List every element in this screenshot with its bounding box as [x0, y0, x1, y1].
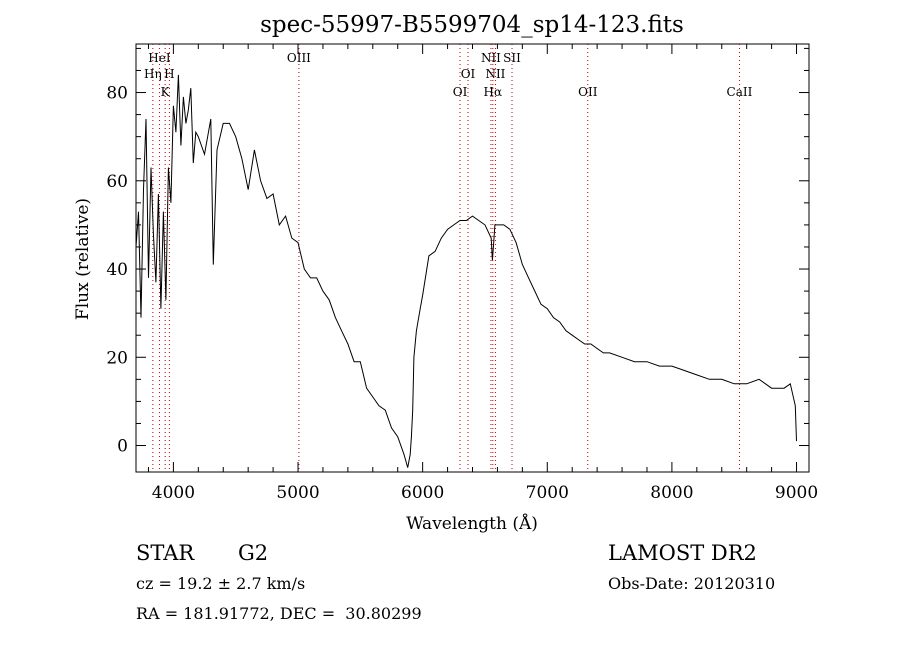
y-tick-label: 60: [106, 172, 128, 192]
x-tick-label: 7000: [526, 483, 569, 503]
obs-date: Obs-Date: 20120310: [608, 574, 776, 593]
line-marker-label: NII: [485, 67, 505, 81]
line-marker-label: SII: [503, 51, 521, 65]
redshift-info: cz = 19.2 ± 2.7 km/s: [136, 574, 306, 593]
plot-axes: 4000 5000 6000 7000 8000 9000 0 20 40 60 80: [106, 43, 818, 503]
x-tick-label: 5000: [276, 483, 319, 503]
line-marker-label: NII: [481, 51, 501, 65]
y-tick-label: 40: [106, 260, 128, 280]
spectrum-line: [135, 74, 797, 468]
line-marker-label: Hα: [484, 85, 503, 99]
y-tick-label: 80: [106, 84, 128, 104]
object-class: STAR: [136, 541, 195, 565]
line-marker-label: OIII: [287, 51, 311, 65]
chart-title: spec-55997-B5599704_sp14-123.fits: [260, 12, 684, 38]
line-marker-label: OII: [578, 85, 598, 99]
line-marker-label: CaII: [727, 85, 753, 99]
line-marker-label: H: [164, 67, 174, 81]
object-subclass: G2: [238, 541, 269, 565]
line-marker-label: Hη: [144, 67, 162, 81]
survey-name: LAMOST DR2: [608, 541, 757, 565]
line-marker-label: HeI: [148, 51, 171, 65]
x-tick-label: 9000: [775, 483, 818, 503]
y-tick-label: 20: [106, 348, 128, 368]
x-tick-label: 8000: [650, 483, 693, 503]
line-marker-label: OI: [453, 85, 468, 99]
x-tick-label: 4000: [152, 483, 195, 503]
plot-frame: [135, 43, 810, 473]
line-marker-label: OI: [461, 67, 476, 81]
line-marker-label: K: [161, 85, 171, 99]
x-axis-label: Wavelength (Å): [406, 513, 538, 534]
coordinates: RA = 181.91772, DEC = 30.80299: [136, 604, 422, 623]
y-axis-label: Flux (relative): [73, 198, 93, 320]
x-tick-label: 6000: [401, 483, 444, 503]
y-tick-label: 0: [117, 437, 128, 457]
